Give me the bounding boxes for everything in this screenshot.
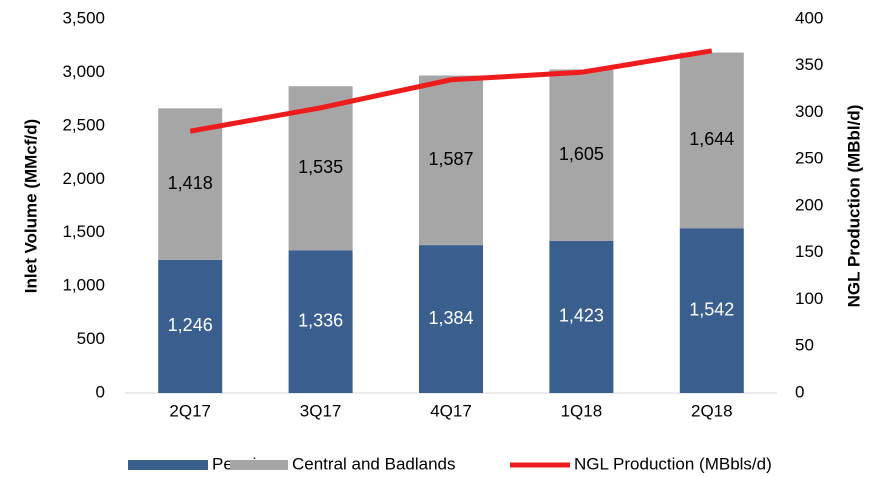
legend-swatch <box>128 460 208 470</box>
bar-segment <box>158 259 223 393</box>
legend-swatch <box>230 460 288 470</box>
y2-tick-label: 50 <box>795 336 814 355</box>
data-label: 1,384 <box>428 308 473 328</box>
y2-tick-label: 150 <box>795 242 823 261</box>
x-tick-label: 4Q17 <box>430 401 472 420</box>
y-axis-title: Inlet Volume (MMcf/d) <box>21 119 40 293</box>
y-tick-label: 0 <box>96 382 105 401</box>
bar-segment <box>158 108 223 260</box>
y-tick-label: 3,500 <box>62 8 105 27</box>
y2-tick-label: 250 <box>795 149 823 168</box>
line <box>189 48 713 134</box>
x-tick-label: 2Q17 <box>169 401 211 420</box>
legend-label: NGL Production (MBbls/d) <box>574 454 772 473</box>
x-tick-label: 1Q18 <box>561 401 603 420</box>
bar-segment <box>419 75 483 246</box>
y-tick-label: 2,500 <box>62 115 105 134</box>
bar-segment <box>679 228 744 393</box>
data-label: 1,535 <box>298 157 343 177</box>
data-label: 1,542 <box>689 299 734 319</box>
data-label: 1,418 <box>168 173 213 193</box>
y2-tick-label: 300 <box>795 102 823 121</box>
y-tick-label: 1,500 <box>62 222 105 241</box>
y-tick-label: 2,000 <box>62 169 105 188</box>
y2-axis-title: NGL Production (MBbl/d) <box>844 105 863 308</box>
legend-label: Central and Badlands <box>292 454 456 473</box>
y2-tick-label: 400 <box>795 8 823 27</box>
y2-tick-label: 100 <box>795 289 823 308</box>
bar-segment <box>679 52 744 229</box>
bar-segment <box>288 250 353 393</box>
y-tick-label: 1,000 <box>62 276 105 295</box>
y2-tick-label: 0 <box>795 382 804 401</box>
data-label: 1,246 <box>168 315 213 335</box>
bar-segment <box>549 240 614 393</box>
bar-segment <box>419 245 483 393</box>
y-tick-label: 3,000 <box>62 62 105 81</box>
data-label: 1,605 <box>559 144 604 164</box>
data-label: 1,423 <box>559 306 604 326</box>
y2-tick-label: 350 <box>795 55 823 74</box>
x-tick-label: 3Q17 <box>300 401 342 420</box>
y2-tick-label: 200 <box>795 195 823 214</box>
x-tick-label: 2Q18 <box>691 401 733 420</box>
data-label: 1,587 <box>428 149 473 169</box>
y-tick-label: 500 <box>77 329 105 348</box>
data-label: 1,644 <box>689 129 734 149</box>
data-label: 1,336 <box>298 310 343 330</box>
bar-segment <box>549 69 614 241</box>
